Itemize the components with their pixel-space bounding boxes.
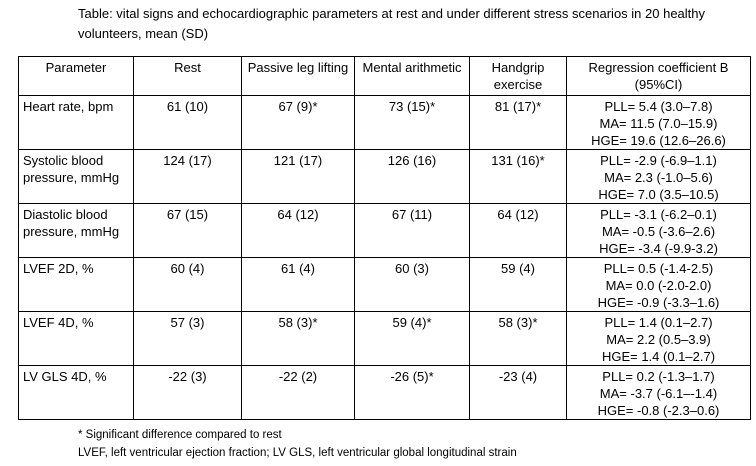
cell-rest: 124 (17) (133, 149, 242, 204)
table-row: Diastolic blood pressure, mmHg 67 (15) 64 … (18, 203, 751, 258)
cell-hge: 58 (3)* (469, 311, 567, 366)
cell-rest: 67 (15) (133, 203, 242, 258)
cell-regression: PLL= 0.5 (-1.4-2.5) MA= 0.0 (-2.0-2.0) HGE… (566, 257, 751, 312)
footnote-significance: * Significant difference compared to res… (78, 429, 282, 441)
table-row: Systolic blood pressure, mmHg 124 (17) 121… (18, 149, 751, 204)
cell-regression: PLL= 5.4 (3.0–7.8) MA= 11.5 (7.0–15.9) HGE… (566, 95, 751, 150)
cell-regression: PLL= -3.1 (-6.2–0.1) MA= -0.5 (-3.6–2.6) H… (566, 203, 751, 258)
regression-line: PLL= -3.1 (-6.2–0.1) (600, 207, 717, 222)
regression-line: MA= 11.5 (7.0–15.9) (599, 116, 718, 131)
header-cell: Regression coefficient B (95%CI) (566, 56, 751, 96)
cell-pll: -22 (2) (241, 365, 355, 420)
cell-param: LVEF 2D, % (18, 257, 134, 312)
header-cell: Handgrip exercise (469, 56, 567, 96)
header-cell: Passive leg lifting (241, 56, 355, 96)
cell-param: Diastolic blood pressure, mmHg (18, 203, 134, 258)
regression-line: MA= 2.2 (0.5–3.9) (606, 332, 711, 347)
cell-hge: 81 (17)* (469, 95, 567, 150)
cell-pll: 61 (4) (241, 257, 355, 312)
regression-line: HGE= -0.9 (-3.3–1.6) (597, 295, 720, 310)
cell-ma: 59 (4)* (354, 311, 470, 366)
table-title: Table: vital signs and echocardiographic… (78, 6, 706, 41)
regression-line: MA= -3.7 (-6.1–-1.4) (599, 386, 718, 401)
cell-regression: PLL= -2.9 (-6.9–1.1) MA= 2.3 (-1.0–5.6) HG… (566, 149, 751, 204)
cell-ma: -26 (5)* (354, 365, 470, 420)
cell-rest: 61 (10) (133, 95, 242, 150)
regression-line: HGE= -3.4 (-9.9-3.2) (599, 241, 718, 256)
cell-hge: 131 (16)* (469, 149, 567, 204)
cell-regression: PLL= 1.4 (0.1–2.7) MA= 2.2 (0.5–3.9) HGE= … (566, 311, 751, 366)
cell-hge: -23 (4) (469, 365, 567, 420)
regression-line: MA= 2.3 (-1.0–5.6) (604, 170, 713, 185)
cell-pll: 67 (9)* (241, 95, 355, 150)
regression-line: PLL= 5.4 (3.0–7.8) (604, 99, 713, 114)
cell-pll: 58 (3)* (241, 311, 355, 366)
table-row: LV GLS 4D, % -22 (3) -22 (2) -26 (5)* -23 (4… (18, 365, 751, 420)
cell-pll: 121 (17) (241, 149, 355, 204)
table-row: LVEF 2D, % 60 (4) 61 (4) 60 (3) 59 (4) PLL= 0… (18, 257, 751, 312)
footnote-abbreviations: LVEF, left ventricular ejection fraction… (78, 447, 517, 459)
cell-ma: 73 (15)* (354, 95, 470, 150)
cell-hge: 64 (12) (469, 203, 567, 258)
cell-hge: 59 (4) (469, 257, 567, 312)
regression-line: PLL= 1.4 (0.1–2.7) (604, 315, 713, 330)
cell-rest: -22 (3) (133, 365, 242, 420)
cell-ma: 67 (11) (354, 203, 470, 258)
header-cell: Rest (133, 56, 242, 96)
cell-param: Heart rate, bpm (18, 95, 134, 150)
cell-rest: 57 (3) (133, 311, 242, 366)
regression-line: MA= 0.0 (-2.0-2.0) (605, 278, 712, 293)
regression-line: PLL= 0.5 (-1.4-2.5) (603, 261, 714, 276)
cell-param: LV GLS 4D, % (18, 365, 134, 420)
regression-line: HGE= 1.4 (0.1–2.7) (601, 349, 716, 364)
regression-line: HGE= 19.6 (12.6–26.6) (591, 133, 726, 148)
cell-rest: 60 (4) (133, 257, 242, 312)
table-row: Heart rate, bpm 61 (10) 67 (9)* 73 (15)* 81 … (18, 95, 751, 150)
regression-line: HGE= -0.8 (-2.3–0.6) (597, 403, 720, 418)
cell-ma: 60 (3) (354, 257, 470, 312)
regression-line: PLL= 0.2 (-1.3–1.7) (602, 369, 715, 384)
regression-line: HGE= 7.0 (3.5–10.5) (598, 187, 719, 202)
header-cell: Mental arithmetic (354, 56, 470, 96)
data-table: Parameter Rest Passive leg lifting Menta… (18, 56, 751, 420)
header-row: Parameter Rest Passive leg lifting Menta… (18, 56, 751, 96)
cell-param: LVEF 4D, % (18, 311, 134, 366)
cell-pll: 64 (12) (241, 203, 355, 258)
cell-regression: PLL= 0.2 (-1.3–1.7) MA= -3.7 (-6.1–-1.4) H… (566, 365, 751, 420)
cell-param: Systolic blood pressure, mmHg (18, 149, 134, 204)
cell-ma: 126 (16) (354, 149, 470, 204)
regression-line: PLL= -2.9 (-6.9–1.1) (600, 153, 717, 168)
regression-line: MA= -0.5 (-3.6–2.6) (601, 224, 716, 239)
header-cell: Parameter (18, 56, 134, 96)
table-row: LVEF 4D, % 57 (3) 58 (3)* 59 (4)* 58 (3)* PLL… (18, 311, 751, 366)
